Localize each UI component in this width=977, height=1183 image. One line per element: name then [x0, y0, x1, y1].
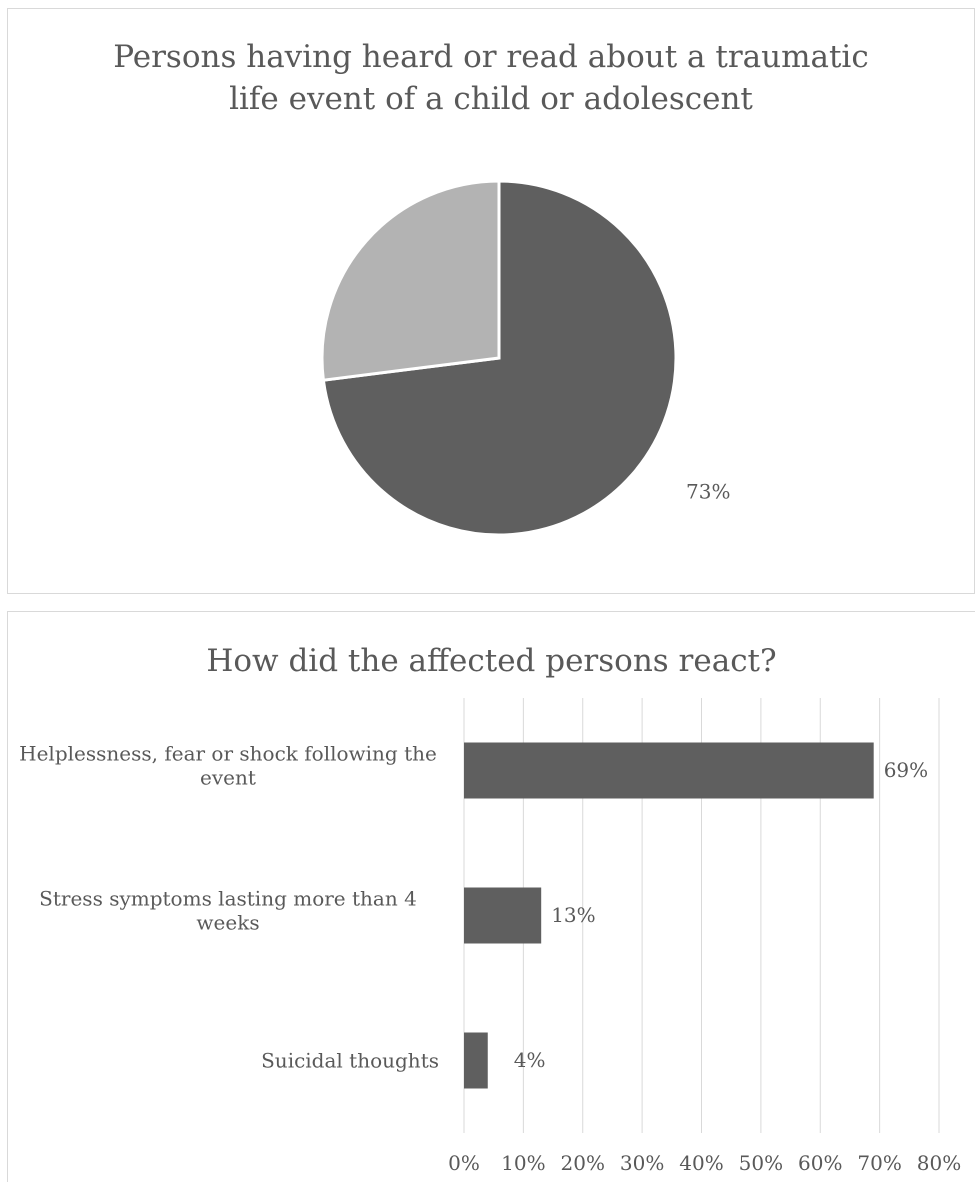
pie-slice-1: [320, 179, 501, 382]
pie-title-line-2: life event of a child or adolescent: [229, 81, 753, 117]
x-tick-label-5: 50%: [739, 1151, 783, 1175]
bar-chart-title: How did the affected persons react?: [206, 643, 777, 679]
category-label-line: Suicidal thoughts: [261, 1049, 439, 1073]
x-tick-label-4: 40%: [679, 1151, 723, 1175]
pie-data-label-0: 73%: [686, 479, 730, 503]
category-label-0: Helplessness, fear or shock following th…: [19, 742, 437, 790]
pie-chart-panel: Persons having heard or read about a tra…: [7, 8, 975, 594]
pie-chart: 73%: [320, 179, 731, 537]
category-label-line: weeks: [196, 911, 259, 935]
x-tick-label-3: 30%: [620, 1151, 664, 1175]
category-label-line: event: [200, 766, 256, 790]
bar-data-label-2: 4%: [514, 1048, 546, 1072]
category-label-line: Helplessness, fear or shock following th…: [19, 742, 437, 766]
pie-chart-title: Persons having heard or read about a tra…: [8, 36, 974, 120]
category-label-1: Stress symptoms lasting more than 4 weeks: [39, 887, 417, 935]
x-tick-label-6: 60%: [798, 1151, 842, 1175]
bar-1: [464, 887, 542, 944]
x-tick-label-0: 0%: [448, 1151, 480, 1175]
x-tick-label-8: 80%: [917, 1151, 961, 1175]
bar-chart: 0% 10% 20% 30% 40% 50% 60% 70% 80% 69% Helplessnes…: [19, 698, 961, 1175]
x-tick-label-7: 70%: [857, 1151, 901, 1175]
bar-chart-panel: How did the affected persons react? 0% 10…: [7, 611, 975, 1182]
bar-data-label-1: 13%: [551, 903, 595, 927]
category-label-line: Stress symptoms lasting more than 4: [39, 887, 417, 911]
x-tick-label-2: 20%: [561, 1151, 605, 1175]
pie-title-line-1: Persons having heard or read about a tra…: [113, 39, 869, 75]
x-tick-label-1: 10%: [501, 1151, 545, 1175]
category-label-2: Suicidal thoughts: [261, 1049, 439, 1073]
bar-0: [464, 742, 874, 799]
bar-data-label-0: 69%: [884, 758, 928, 782]
bar-2: [464, 1032, 488, 1089]
